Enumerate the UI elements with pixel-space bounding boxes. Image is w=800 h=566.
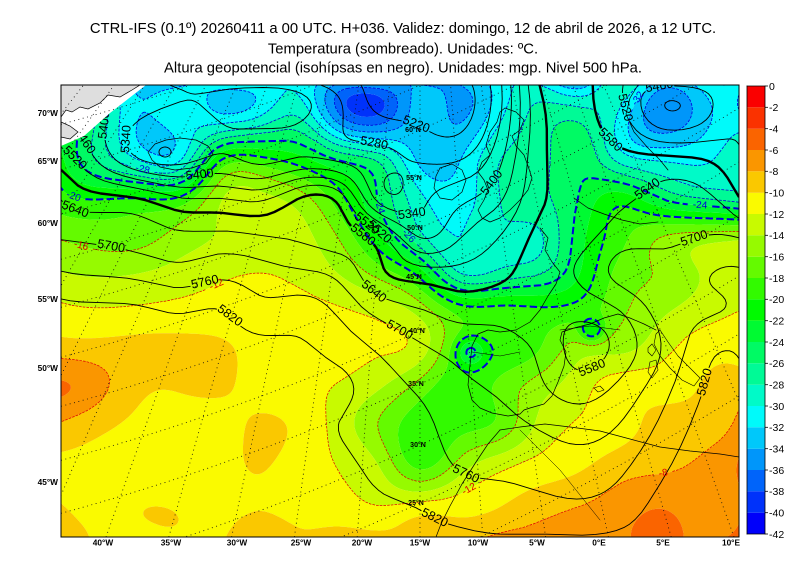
svg-text:-16: -16 [73,239,90,254]
svg-text:Altura geopotencial (isohípsas: Altura geopotencial (isohípsas en negro)… [164,60,642,76]
svg-text:55°N: 55°N [406,174,422,182]
svg-text:45°W: 45°W [38,477,59,487]
svg-text:-2: -2 [769,102,778,114]
svg-text:-12: -12 [208,277,226,293]
svg-text:-4: -4 [769,124,778,136]
svg-text:-38: -38 [769,486,784,498]
svg-text:-36: -36 [769,465,784,477]
svg-text:50°W: 50°W [38,363,59,373]
svg-text:40°N: 40°N [409,327,425,335]
svg-text:60°N: 60°N [405,126,421,134]
svg-text:-26: -26 [769,358,784,370]
svg-text:40°W: 40°W [93,538,114,548]
svg-text:60°W: 60°W [38,218,59,228]
svg-text:25°N: 25°N [408,499,424,507]
svg-text:5760: 5760 [190,272,220,292]
svg-text:-14: -14 [769,230,784,242]
svg-text:-24: -24 [769,337,784,349]
svg-text:5340: 5340 [118,125,134,154]
svg-text:-30: -30 [769,401,784,413]
svg-text:25°W: 25°W [291,538,312,548]
svg-text:-10: -10 [769,188,784,200]
svg-text:10°W: 10°W [468,538,489,548]
svg-text:CTRL-IFS (0.1º) 20260411 a 00: CTRL-IFS (0.1º) 20260411 a 00 UTC. H+036… [90,21,716,37]
svg-text:20°W: 20°W [352,538,373,548]
svg-text:5520: 5520 [615,92,636,122]
svg-text:5460: 5460 [644,76,674,95]
svg-text:-24: -24 [692,200,708,212]
svg-text:5400: 5400 [185,166,214,183]
svg-text:-34: -34 [769,444,784,456]
svg-text:30°W: 30°W [227,538,248,548]
svg-text:-28: -28 [769,380,784,392]
svg-text:0: 0 [769,81,775,93]
svg-text:15°W: 15°W [410,538,431,548]
svg-text:-16: -16 [769,252,784,264]
svg-text:-8: -8 [769,166,778,178]
svg-text:35°W: 35°W [161,538,182,548]
svg-text:65°W: 65°W [38,156,59,166]
svg-text:-28: -28 [134,163,151,177]
svg-text:-24: -24 [372,198,387,215]
svg-text:5700: 5700 [96,237,126,256]
svg-text:50°N: 50°N [407,224,423,232]
svg-text:55°W: 55°W [38,294,59,304]
svg-text:-32: -32 [769,422,784,434]
svg-text:35°N: 35°N [408,380,424,388]
svg-text:70°W: 70°W [38,108,59,118]
svg-text:-12: -12 [769,209,784,221]
svg-text:-20: -20 [769,294,784,306]
svg-text:30°N: 30°N [410,441,426,449]
svg-text:5340: 5340 [397,204,427,222]
svg-text:5°E: 5°E [656,538,670,548]
svg-text:-20: -20 [65,189,83,204]
svg-text:-18: -18 [769,273,784,285]
svg-text:-40: -40 [769,508,784,520]
svg-text:45°N: 45°N [406,273,422,281]
svg-text:0°E: 0°E [592,538,606,548]
svg-text:5280: 5280 [359,133,389,152]
svg-text:Temperatura (sombreado). Unida: Temperatura (sombreado). Unidades: ºC. [268,41,538,57]
svg-text:10°E: 10°E [722,538,741,548]
svg-text:-22: -22 [769,316,784,328]
svg-text:-6: -6 [769,145,778,157]
svg-text:5°W: 5°W [529,538,545,548]
svg-text:-42: -42 [769,529,784,541]
svg-text:-8: -8 [658,467,669,479]
